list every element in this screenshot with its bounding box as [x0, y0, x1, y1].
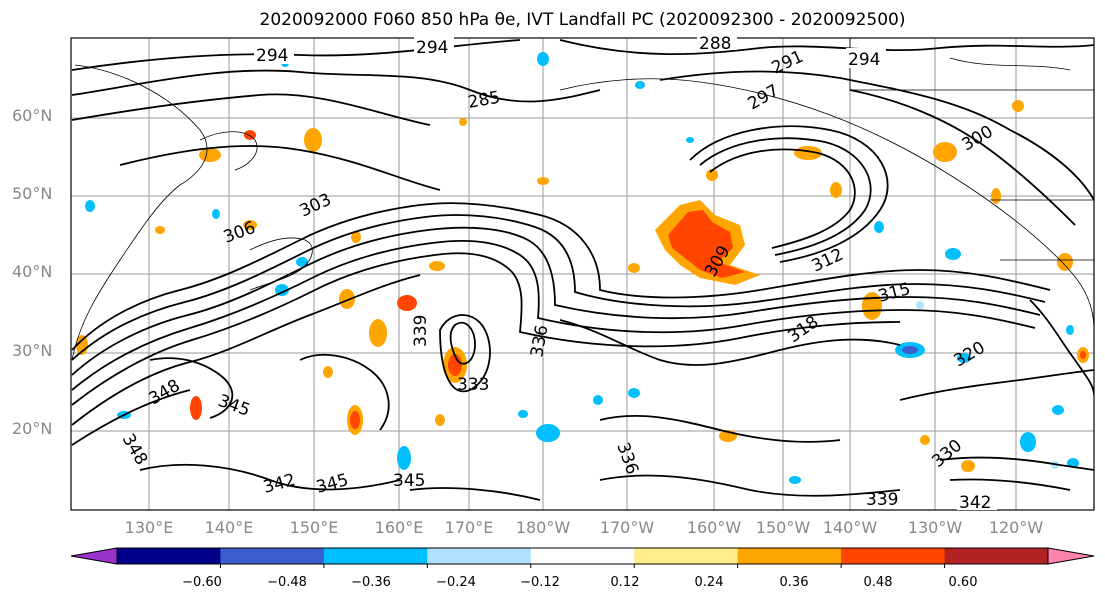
longitude-label: 130°W: [907, 518, 963, 537]
colorbar-tick-label: 0.60: [948, 575, 978, 590]
contour-label: 345: [393, 471, 425, 491]
longitude-label: 170°E: [444, 518, 494, 537]
latitude-label: 50°N: [12, 184, 53, 203]
longitude-label: 170°W: [599, 518, 655, 537]
longitude-label: 130°E: [124, 518, 174, 537]
colorbar-tick-label: −0.60: [182, 575, 222, 590]
longitude-label: 140°E: [204, 518, 254, 537]
contour-label: 288: [699, 34, 731, 54]
contour-label: 294: [256, 46, 288, 66]
longitude-label: 150°E: [289, 518, 339, 537]
contour-label: 339: [866, 490, 898, 510]
contour-label: 333: [457, 375, 489, 395]
colorbar-tick-label: 0.48: [863, 575, 893, 590]
latitude-label: 20°N: [12, 419, 53, 438]
colorbar-tick-label: 0.36: [779, 575, 809, 590]
colorbar-tick-label: −0.48: [267, 575, 307, 590]
latitude-label: 30°N: [12, 341, 53, 360]
colorbar-tick-label: 0.12: [610, 575, 640, 590]
contour-label: 294: [848, 50, 880, 70]
colorbar-tick-label: −0.12: [520, 575, 560, 590]
longitude-label: 150°W: [755, 518, 811, 537]
theta-e-contours: [71, 39, 1094, 501]
map-title: 2020092000 F060 850 hPa θe, IVT Landfall…: [259, 10, 906, 30]
contour-label: 342: [959, 493, 991, 513]
contour-label: 294: [416, 38, 448, 58]
contour-labels: 294 294 288 291 294 285 297 300 303 306 …: [118, 32, 997, 513]
colorbar-tick-label: −0.24: [436, 575, 476, 590]
latitude-label: 40°N: [12, 262, 53, 281]
anomaly-shading: [76, 52, 1089, 484]
latitude-label: 60°N: [12, 106, 53, 125]
contour-label: 339: [411, 315, 431, 347]
longitude-label: 160°W: [686, 518, 742, 537]
longitude-label: 160°E: [374, 518, 424, 537]
longitude-label: 120°W: [988, 518, 1044, 537]
longitude-label: 180°W: [515, 518, 571, 537]
colorbar-tick-label: −0.36: [351, 575, 391, 590]
map-frame: [70, 37, 1095, 511]
colorbar-tick-label: 0.24: [694, 575, 724, 590]
longitude-label: 140°W: [822, 518, 878, 537]
